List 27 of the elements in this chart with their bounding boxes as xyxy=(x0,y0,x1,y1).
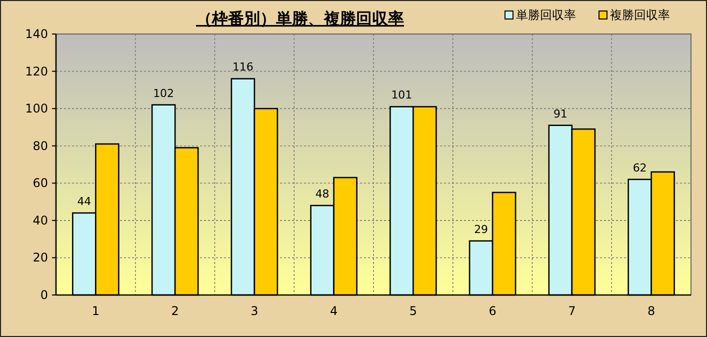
data-label: 29 xyxy=(474,222,488,236)
x-tick-label: 7 xyxy=(568,304,576,318)
x-tick-label: 6 xyxy=(488,304,496,318)
data-label: 116 xyxy=(232,60,254,74)
y-tick-label: 60 xyxy=(32,176,48,190)
x-tick-label: 5 xyxy=(409,304,418,318)
y-tick-label: 80 xyxy=(32,138,48,153)
data-label: 102 xyxy=(153,86,174,100)
x-tick-label: 2 xyxy=(171,304,179,318)
legend-label: 単勝回収率 xyxy=(516,8,576,22)
chart-title: （枠番別）単勝、複勝回収率 xyxy=(196,9,404,28)
data-label: 44 xyxy=(77,194,92,208)
data-label: 91 xyxy=(553,107,568,120)
data-label: 62 xyxy=(632,161,647,174)
data-label: 101 xyxy=(391,88,412,102)
y-tick-label: 120 xyxy=(25,64,48,78)
x-tick-label: 1 xyxy=(92,304,100,318)
y-tick-label: 0 xyxy=(40,288,48,302)
y-tick-label: 20 xyxy=(32,250,48,265)
y-tick-label: 100 xyxy=(25,102,48,116)
y-tick-label: 140 xyxy=(25,27,48,41)
x-tick-label: 8 xyxy=(647,304,656,318)
x-tick-label: 3 xyxy=(250,304,258,318)
x-tick-label: 4 xyxy=(330,304,338,318)
y-tick-label: 40 xyxy=(32,213,48,228)
legend-label: 複勝回収率 xyxy=(610,8,670,22)
data-label: 48 xyxy=(315,188,330,201)
